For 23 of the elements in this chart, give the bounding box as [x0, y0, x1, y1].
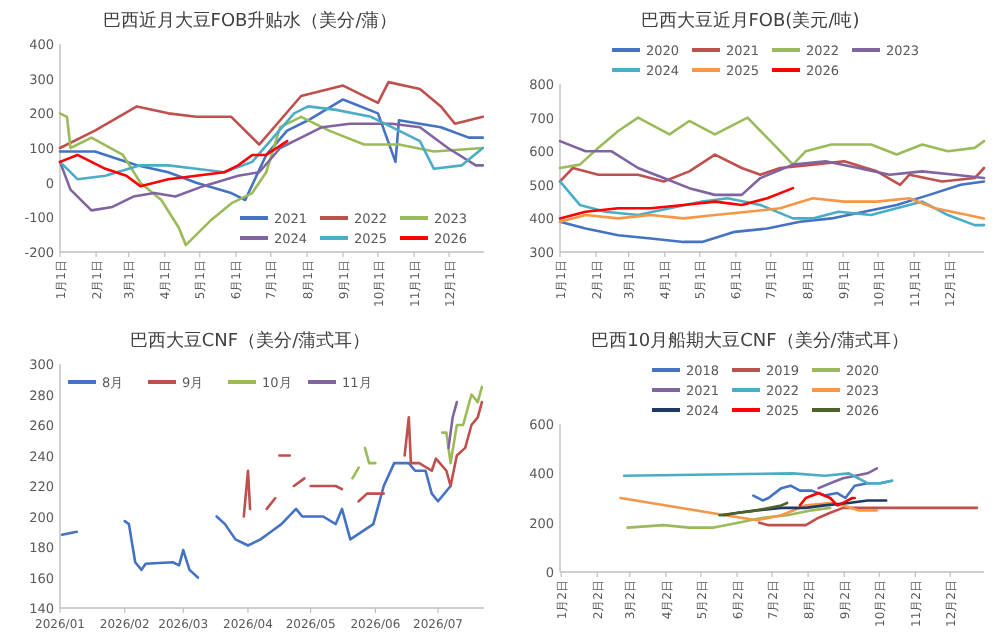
- line-series: [58, 112, 485, 247]
- line-series: [58, 98, 485, 202]
- line-series: [718, 501, 789, 517]
- line-series: [558, 180, 986, 227]
- line-series: [58, 80, 485, 150]
- chart-title: 巴西10月船期大豆CNF（美分/蒲式耳）: [591, 330, 909, 352]
- line-series: [558, 116, 986, 170]
- line-series: [558, 139, 986, 197]
- chart-title: 巴西近月大豆FOB升贴水（美分/蒲）: [102, 10, 398, 32]
- line-series: [558, 196, 986, 224]
- chart-title: 巴西大豆近月FOB(美元/吨): [640, 10, 860, 32]
- line-series: [757, 506, 979, 527]
- line-series: [58, 139, 289, 188]
- line-series: [626, 506, 832, 529]
- line-series: [817, 467, 879, 490]
- chart-title: 巴西大豆CNF（美分/蒲式耳）: [129, 330, 371, 352]
- line-series: [798, 491, 856, 507]
- line-series: [619, 496, 879, 522]
- line-series: [558, 153, 986, 187]
- line-series: [58, 122, 485, 212]
- line-series: [558, 186, 795, 220]
- line-series: [558, 180, 986, 244]
- line-series: [58, 105, 485, 181]
